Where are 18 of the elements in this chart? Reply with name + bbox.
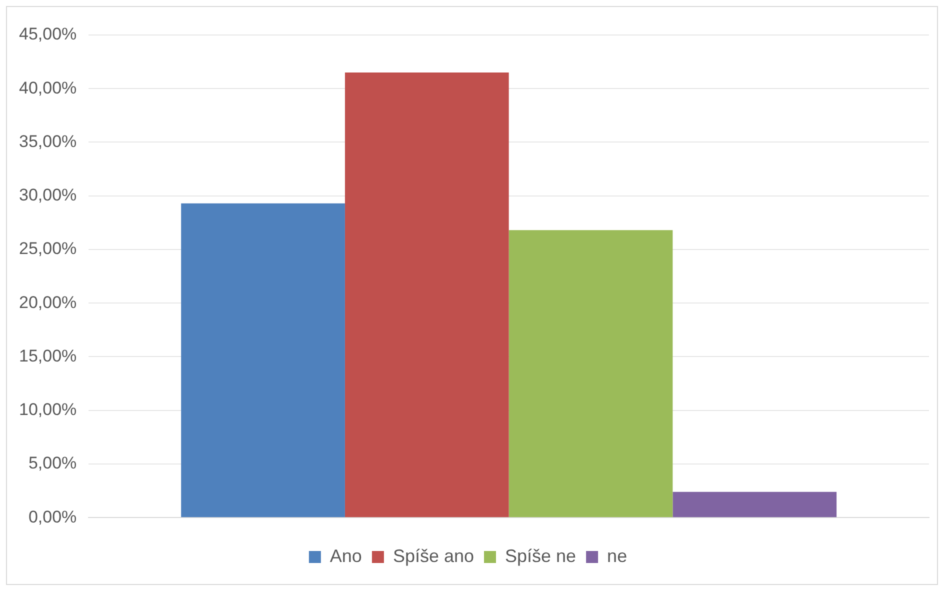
legend-label: Spíše ne — [505, 546, 576, 566]
bar — [181, 203, 345, 518]
bar — [672, 492, 837, 518]
y-tick-label: 30,00% — [18, 186, 77, 205]
y-tick-label: 10,00% — [18, 400, 77, 420]
y-tick-label: 25,00% — [18, 239, 77, 258]
legend-label: Spíše ano — [392, 546, 474, 566]
y-tick-label: 35,00% — [18, 132, 77, 151]
y-tick-label: 20,00% — [18, 292, 77, 312]
bar — [508, 230, 673, 518]
bar — [344, 72, 509, 518]
y-tick-label: 45,00% — [18, 24, 77, 44]
legend-label: Ano — [330, 546, 362, 566]
legend-label: ne — [607, 546, 628, 566]
y-tick-label: 40,00% — [18, 78, 77, 98]
y-tick-label: 5,00% — [28, 454, 77, 473]
y-tick-label: 15,00% — [18, 346, 77, 366]
y-tick-label: 0,00% — [28, 507, 77, 526]
